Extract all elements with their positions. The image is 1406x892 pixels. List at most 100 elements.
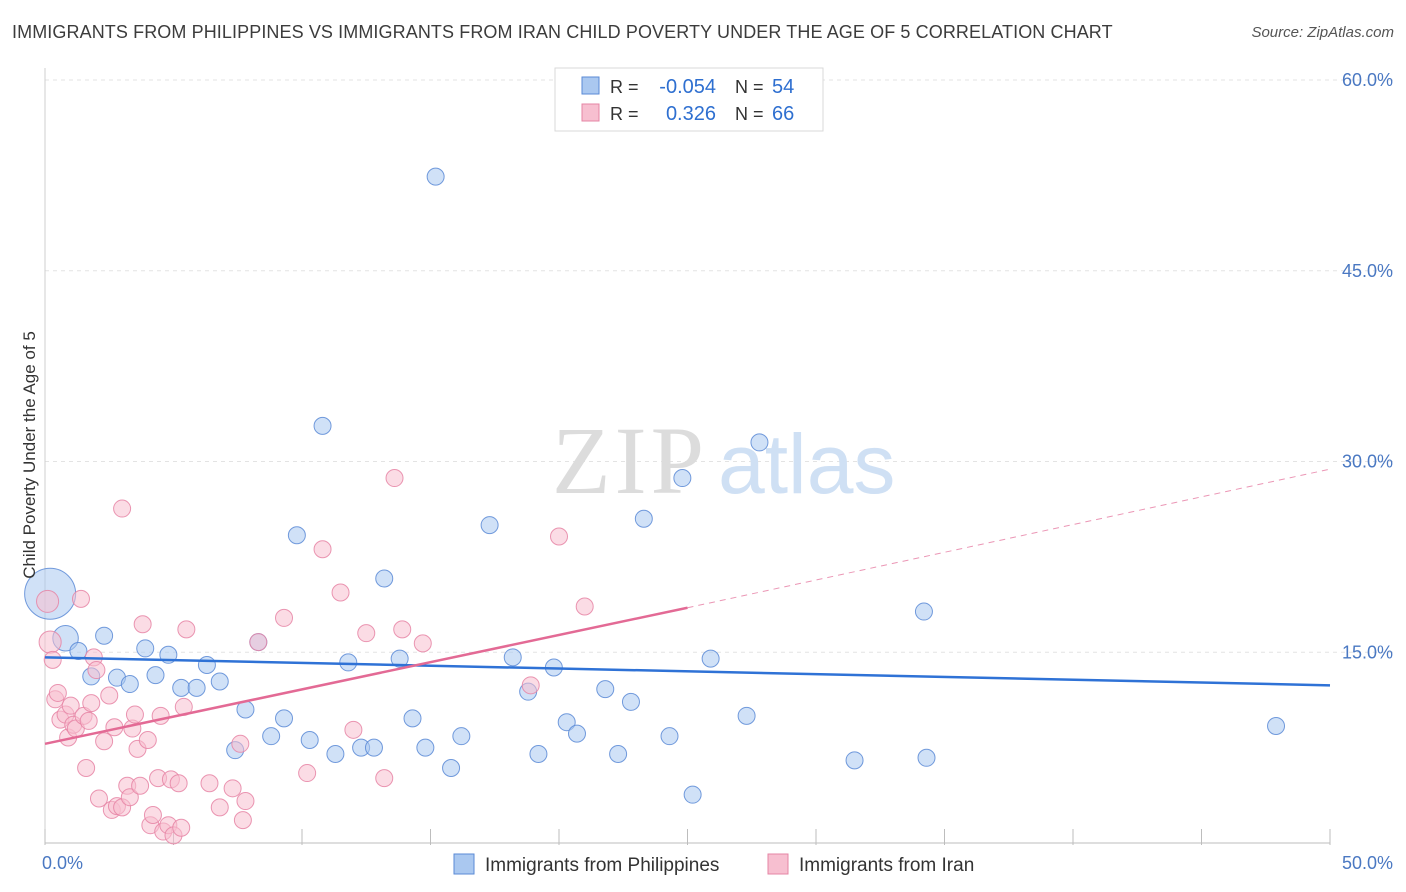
- point-series0-45: [673, 469, 692, 488]
- point-series1-33: [138, 730, 157, 749]
- point-series0-25: [364, 738, 383, 757]
- point-series0-27: [390, 649, 409, 668]
- point-series0-23: [339, 653, 358, 672]
- point-series1-11: [71, 589, 90, 608]
- source-credit: Source: ZipAtlas.com: [1251, 24, 1394, 41]
- point-series0-48: [737, 706, 756, 725]
- point-series1-49: [231, 734, 250, 753]
- point-series1-57: [344, 720, 363, 739]
- point-series0-22: [326, 744, 345, 763]
- point-series1-50: [233, 811, 252, 830]
- legend-swatch-philippines: [581, 76, 600, 95]
- chart-title: IMMIGRANTS FROM PHILIPPINES VS IMMIGRANT…: [12, 22, 1113, 42]
- point-series0-41: [609, 744, 628, 763]
- data-points: [24, 167, 1286, 845]
- point-series1-59: [375, 769, 394, 788]
- x-tick-labels: 0.0% 50.0%: [42, 853, 1393, 873]
- point-series0-47: [701, 649, 720, 668]
- point-series0-30: [426, 167, 445, 186]
- legend-n-label-1: N =: [735, 77, 764, 97]
- point-series0-46: [683, 785, 702, 804]
- point-series1-17: [87, 661, 106, 680]
- trend-line-series1: [44, 606, 688, 746]
- point-series0-34: [503, 648, 522, 667]
- point-series0-40: [596, 680, 615, 699]
- point-series0-32: [452, 727, 471, 746]
- point-series1-58: [357, 624, 376, 643]
- point-series0-11: [187, 678, 206, 697]
- point-series1-2: [43, 650, 62, 669]
- point-series0-2: [69, 641, 88, 660]
- point-series1-46: [200, 774, 219, 793]
- point-series0-33: [480, 516, 499, 535]
- trend-line-series0: [44, 656, 1331, 687]
- watermark-atlas: atlas: [718, 417, 895, 511]
- point-series1-60: [385, 469, 404, 488]
- legend-r-value-1: -0.054: [659, 76, 716, 98]
- legend-n-label-2: N =: [735, 104, 764, 124]
- point-series0-8: [146, 666, 165, 685]
- point-series1-53: [275, 608, 294, 627]
- legend-r-value-2: 0.326: [666, 103, 716, 125]
- point-series1-18: [89, 789, 108, 808]
- point-series1-14: [79, 711, 98, 730]
- legend-n-value-1: 54: [772, 76, 794, 98]
- point-series1-20: [100, 686, 119, 705]
- y-tick-labels: 15.0% 30.0% 45.0% 60.0%: [1342, 70, 1393, 662]
- point-series0-19: [287, 526, 306, 545]
- point-series1-51: [236, 792, 255, 811]
- point-series0-29: [416, 738, 435, 757]
- bottom-legend-swatch-iran: [767, 853, 789, 875]
- legend-swatch-iran: [581, 103, 600, 122]
- point-series0-6: [120, 675, 139, 694]
- point-series1-54: [298, 764, 317, 783]
- point-series1-62: [413, 634, 432, 653]
- point-series1-27: [120, 788, 139, 807]
- y-tick-label-2: 45.0%: [1342, 261, 1393, 281]
- point-series0-42: [621, 692, 640, 711]
- point-series1-43: [172, 818, 191, 837]
- watermark: ZIP atlas: [552, 407, 895, 514]
- point-series0-13: [210, 672, 229, 691]
- point-series0-52: [917, 748, 936, 767]
- trend-lines: [44, 468, 1331, 746]
- point-series1-32: [133, 615, 152, 634]
- point-series1-1: [38, 630, 62, 654]
- point-series0-44: [660, 727, 679, 746]
- point-series1-15: [82, 694, 101, 713]
- y-tick-label-3: 60.0%: [1342, 70, 1393, 90]
- point-series1-64: [550, 527, 568, 546]
- bottom-legend-label-iran: Immigrants from Iran: [799, 855, 974, 876]
- y-tick-label-0: 15.0%: [1342, 642, 1393, 662]
- bottom-legend-swatch-philippines: [453, 853, 475, 875]
- point-series1-45: [177, 620, 196, 639]
- point-series0-38: [557, 713, 576, 732]
- point-series1-63: [521, 676, 540, 695]
- x-tick-label-0: 0.0%: [42, 853, 83, 873]
- point-series1-29: [125, 705, 144, 724]
- point-series1-35: [143, 806, 162, 825]
- point-series0-49: [750, 433, 769, 452]
- grid-lines: [45, 79, 1393, 653]
- point-series1-48: [223, 779, 242, 798]
- point-series1-4: [48, 683, 67, 702]
- x-tick-label-1: 50.0%: [1342, 853, 1393, 873]
- legend-box: R = -0.054 N = 54 R = 0.326 N = 66: [554, 67, 824, 132]
- point-series0-53: [1267, 717, 1286, 736]
- point-series1-55: [313, 540, 332, 559]
- legend-n-value-2: 66: [772, 103, 794, 125]
- legend-r-label-1: R =: [610, 77, 639, 97]
- point-series1-65: [575, 597, 594, 616]
- bottom-legend-label-philippines: Immigrants from Philippines: [485, 855, 719, 876]
- point-series0-43: [634, 509, 653, 528]
- bottom-legend: Immigrants from Philippines Immigrants f…: [453, 853, 974, 876]
- y-tick-label-1: 30.0%: [1342, 452, 1393, 472]
- point-series0-18: [275, 709, 294, 728]
- point-series0-20: [300, 730, 319, 749]
- point-series1-25: [113, 499, 132, 518]
- point-series0-50: [845, 751, 864, 770]
- point-series1-61: [393, 620, 412, 639]
- point-series0-21: [313, 416, 332, 435]
- point-series0-17: [262, 727, 281, 746]
